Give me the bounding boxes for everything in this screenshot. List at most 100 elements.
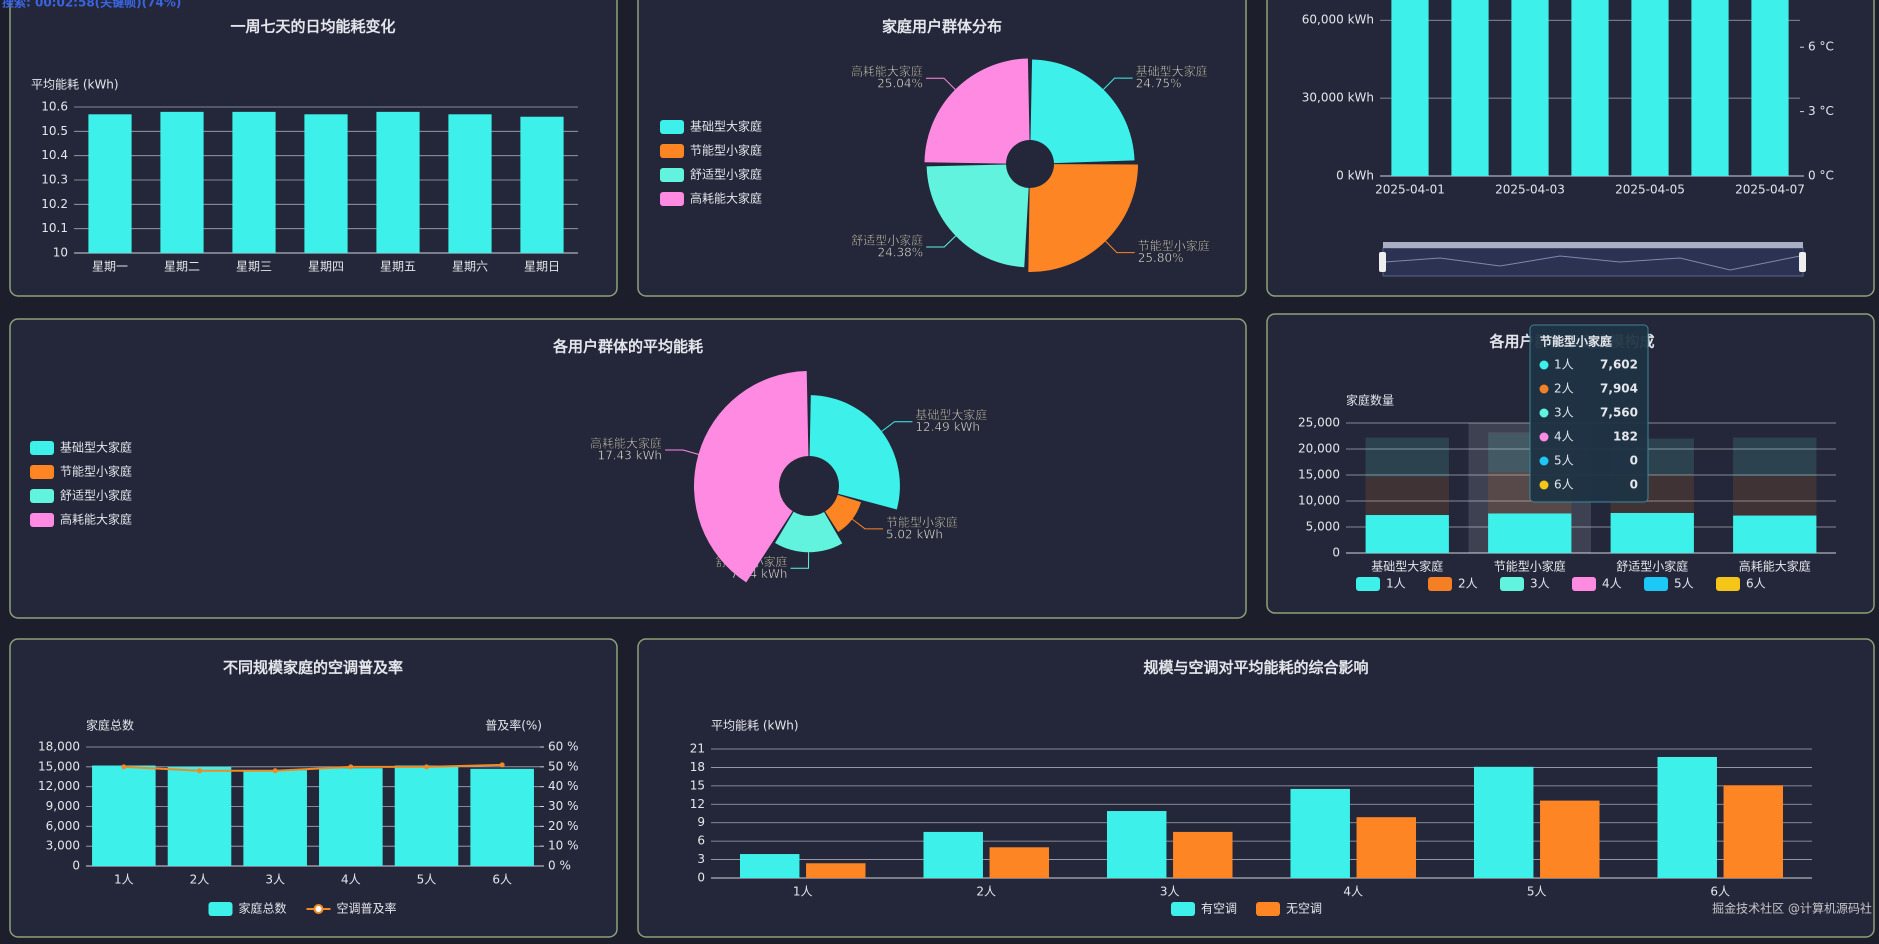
y2-tick-label: 20 %: [548, 819, 579, 833]
slider-bar: [1383, 242, 1803, 248]
tooltip-dot: [1539, 480, 1549, 490]
x-tick-label: 1人: [793, 885, 813, 899]
y-axis-label: 家庭总数: [86, 718, 134, 733]
line-point: [197, 768, 202, 774]
line-point: [499, 762, 505, 768]
legend-label: 有空调: [1201, 902, 1237, 916]
chart-title: 规模与空调对平均能耗的综合影响: [1143, 659, 1368, 677]
line: [123, 763, 503, 772]
y2-tick-label: 50 %: [548, 759, 579, 773]
tooltip-name: 5人: [1554, 454, 1574, 468]
leader-line: [1105, 240, 1135, 254]
x-tick-label: 1人: [114, 873, 134, 887]
slice-label: 节能型小家庭: [886, 514, 958, 529]
status-text: 搜索: 00:02:58(关键帧)(74%): [2, 0, 181, 10]
bar: [1540, 800, 1600, 878]
slice-label: 高耗能大家庭: [851, 64, 923, 79]
bar: [806, 863, 866, 878]
bar: [304, 114, 348, 253]
leader-line: [881, 421, 913, 432]
y-tick-label: 0: [72, 859, 80, 873]
slice-value: 5.02 kWh: [886, 527, 943, 541]
y-tick-label: 20,000: [1298, 442, 1340, 456]
slice-value: 12.49 kWh: [915, 420, 980, 434]
legend-label: 2人: [1458, 577, 1478, 591]
x-tick-label: 星期日: [524, 260, 560, 274]
leader-line: [925, 77, 956, 90]
x-tick-label: 星期二: [164, 260, 200, 274]
pie-slice: [825, 494, 862, 532]
chart-title: 一周七天的日均能耗变化: [230, 18, 395, 36]
y-tick-label: 12,000: [38, 779, 80, 793]
tooltip-value: 182: [1613, 430, 1638, 444]
x-tick-label: 6人: [492, 873, 512, 887]
plot-area: [1391, 0, 1789, 176]
bar: [1365, 476, 1449, 516]
x-tick-label: 4人: [1343, 885, 1363, 899]
slider-handle[interactable]: [1379, 252, 1386, 272]
y-tick-label: 9,000: [46, 799, 80, 813]
legend-label: 无空调: [1286, 902, 1322, 916]
y-tick-label: 21: [690, 742, 705, 756]
bar: [1723, 785, 1784, 878]
y-axis-label: 家庭数量: [1346, 393, 1394, 408]
tooltip-dot: [1539, 432, 1549, 442]
tooltip-name: 1人: [1554, 358, 1574, 372]
x-tick-label: 2025-04-07: [1735, 183, 1805, 197]
panel: [9, 318, 1247, 619]
slice-label: 舒适型小家庭: [851, 233, 923, 248]
tooltip-name: 3人: [1554, 406, 1574, 420]
bar: [1173, 831, 1233, 878]
y2-tick-label: 60 %: [548, 740, 579, 754]
legend-swatch: [30, 489, 54, 503]
legend-swatch: [1572, 577, 1596, 591]
bar: [1751, 0, 1789, 176]
bar: [1391, 0, 1429, 176]
pie-slice: [775, 511, 843, 553]
bar: [1365, 437, 1449, 477]
slice-label: 基础型大家庭: [915, 407, 987, 422]
panel: [9, 638, 618, 938]
line-point: [272, 768, 278, 774]
chart-title: 各用户群体的平均能耗: [552, 338, 703, 356]
bar: [470, 768, 534, 866]
bar: [1631, 0, 1669, 176]
legend-label: 3人: [1530, 577, 1550, 591]
y2-tick-label: 6 °C: [1808, 40, 1834, 54]
slice-label: 高耗能大家庭: [590, 435, 662, 450]
slice-label: 节能型小家庭: [1138, 238, 1210, 253]
slider-preview: [1384, 255, 1801, 271]
legend-swatch: [1356, 577, 1380, 591]
y2-tick-label: 3 °C: [1808, 104, 1834, 118]
y2-tick-label: 0 %: [548, 859, 571, 873]
legend-swatch: [660, 192, 684, 206]
y-axis-label: 平均能耗 (kWh): [31, 78, 119, 92]
y-tick-label: 3: [697, 852, 705, 866]
bar: [92, 765, 156, 866]
watermark: 掘金技术社区 @计算机源码社: [1712, 901, 1872, 916]
bar: [923, 831, 983, 878]
y-tick-label: 10.1: [41, 221, 68, 235]
bar: [1691, 0, 1729, 176]
y-tick-label: 5,000: [1306, 520, 1340, 534]
legend-swatch: [30, 513, 54, 527]
tooltip-value: 0: [1630, 454, 1638, 468]
x-tick-label: 舒适型小家庭: [1616, 559, 1688, 574]
legend-swatch: [30, 441, 54, 455]
x-tick-label: 2人: [190, 873, 210, 887]
tooltip-name: 4人: [1554, 430, 1574, 444]
y-axis-label: 平均能耗 (kWh): [711, 719, 799, 733]
y-tick-label: 18: [690, 760, 705, 774]
legend-label: 舒适型小家庭: [690, 167, 762, 182]
x-tick-label: 高耗能大家庭: [1739, 559, 1811, 574]
y-tick-label: 12: [690, 797, 705, 811]
legend-label: 6人: [1746, 577, 1766, 591]
slice-value: 24.75%: [1136, 77, 1182, 91]
line-point: [121, 764, 127, 770]
slider-handle[interactable]: [1799, 252, 1806, 272]
chart-title: 家庭用户群体分布: [882, 18, 1002, 36]
zoom-slider[interactable]: [1379, 242, 1806, 277]
legend-swatch: [660, 168, 684, 182]
leader-line: [790, 552, 810, 569]
bar: [1356, 817, 1417, 878]
